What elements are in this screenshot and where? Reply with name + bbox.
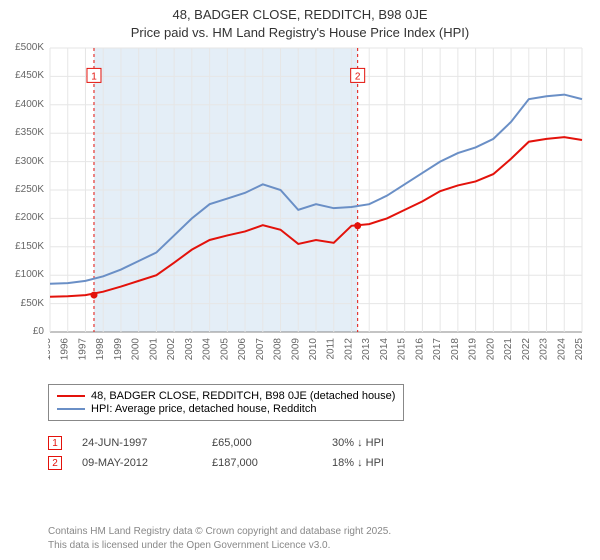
legend-swatch [57,408,85,410]
x-tick-label: 2004 [202,338,213,361]
title-block: 48, BADGER CLOSE, REDDITCH, B98 0JE Pric… [0,0,600,41]
footer-attribution: Contains HM Land Registry data © Crown c… [48,525,391,552]
x-tick-label: 2014 [379,338,390,361]
x-tick-label: 2000 [131,338,142,361]
x-tick-label: 2010 [308,338,319,361]
sale-annotations: 1 24-JUN-1997 £65,000 30% ↓ HPI 2 09-MAY-2012… [48,430,422,476]
x-tick-label: 1996 [60,338,71,361]
sale-marker-number: 1 [91,71,97,82]
chart-svg: 1995 1996 1997 1998 1999 2000 2001 2002 2003 2004… [48,44,588,374]
sale-annotation-price: £187,000 [212,457,312,469]
y-tick-label: £100K [0,269,44,280]
legend-label: HPI: Average price, detached house, Redd… [91,403,316,415]
x-tick-label: 2007 [255,338,266,361]
sale-annotation-marker: 1 [48,436,62,450]
y-tick-label: £250K [0,184,44,195]
x-tick-label: 2016 [414,338,425,361]
x-tick-label: 2002 [166,338,177,361]
x-tick-label: 2012 [343,338,354,361]
x-tick-label: 2019 [468,338,479,361]
footer-line1: Contains HM Land Registry data © Crown c… [48,525,391,539]
x-tick-label: 2001 [148,338,159,361]
legend-row: HPI: Average price, detached house, Redd… [57,403,395,415]
legend-label: 48, BADGER CLOSE, REDDITCH, B98 0JE (det… [91,390,395,402]
sale-annotation-hpi: 30% ↓ HPI [332,437,422,449]
x-tick-label: 1998 [95,338,106,361]
y-tick-label: £50K [0,298,44,309]
y-tick-label: £450K [0,70,44,81]
sale-annotation-marker: 2 [48,456,62,470]
x-tick-label: 2021 [503,338,514,361]
x-tick-label: 2015 [397,338,408,361]
legend-swatch [57,395,85,397]
chart-container: 48, BADGER CLOSE, REDDITCH, B98 0JE Pric… [0,0,600,560]
sale-marker-number: 2 [355,71,361,82]
x-tick-label: 2022 [521,338,532,361]
x-tick-label: 1997 [77,338,88,361]
title-subtitle: Price paid vs. HM Land Registry's House … [0,24,600,42]
x-tick-label: 2013 [361,338,372,361]
x-tick-label: 2023 [539,338,550,361]
y-tick-label: £200K [0,212,44,223]
sale-annotation-date: 09-MAY-2012 [82,457,192,469]
legend-row: 48, BADGER CLOSE, REDDITCH, B98 0JE (det… [57,390,395,402]
sale-annotation-row: 1 24-JUN-1997 £65,000 30% ↓ HPI [48,436,422,450]
y-tick-label: £500K [0,42,44,53]
sale-annotation-hpi: 18% ↓ HPI [332,457,422,469]
x-tick-label: 2018 [450,338,461,361]
sale-annotation-price: £65,000 [212,437,312,449]
sale-annotation-row: 2 09-MAY-2012 £187,000 18% ↓ HPI [48,456,422,470]
x-tick-label: 2009 [290,338,301,361]
x-tick-label: 2008 [273,338,284,361]
x-tick-label: 2005 [219,338,230,361]
y-tick-label: £350K [0,127,44,138]
x-tick-label: 2020 [485,338,496,361]
sale-annotation-date: 24-JUN-1997 [82,437,192,449]
title-address: 48, BADGER CLOSE, REDDITCH, B98 0JE [0,6,600,24]
x-tick-label: 2003 [184,338,195,361]
x-tick-label: 2024 [556,338,567,361]
legend: 48, BADGER CLOSE, REDDITCH, B98 0JE (det… [48,384,404,421]
x-tick-label: 2017 [432,338,443,361]
y-tick-label: £150K [0,241,44,252]
x-tick-label: 1999 [113,338,124,361]
y-tick-label: £0 [0,326,44,337]
x-tick-label: 2006 [237,338,248,361]
footer-line2: This data is licensed under the Open Gov… [48,539,391,553]
chart-plot-area: 1995 1996 1997 1998 1999 2000 2001 2002 2003 2004… [48,44,588,374]
x-tick-label: 2025 [574,338,585,361]
y-tick-label: £400K [0,99,44,110]
x-tick-label: 1995 [48,338,53,361]
x-tick-label: 2011 [326,338,337,360]
y-tick-label: £300K [0,156,44,167]
